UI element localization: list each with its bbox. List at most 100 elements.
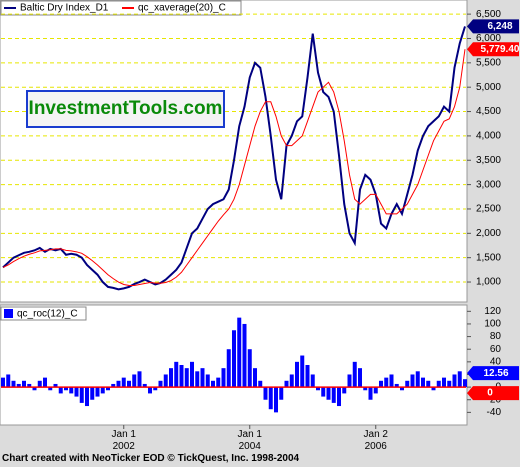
bar (242, 323, 247, 388)
x-tick-label: Jan 1 2002 (111, 429, 136, 452)
bar (426, 380, 431, 388)
bar (95, 387, 100, 397)
bar (184, 368, 189, 388)
bar (111, 383, 116, 388)
y-tick-label: 80 (490, 331, 502, 342)
y-tick-label: 1,000 (476, 277, 501, 288)
y-tick-label: 6,500 (476, 9, 501, 20)
bar (368, 387, 373, 400)
bar (27, 383, 32, 388)
x-tick-label: Jan 1 2004 (237, 429, 262, 452)
y-tick-label: 100 (484, 319, 501, 330)
bar (127, 380, 131, 388)
bar (279, 387, 284, 400)
reference-tag: 0 (487, 388, 493, 399)
bar (163, 374, 168, 388)
bar (74, 387, 79, 397)
bar (37, 380, 42, 388)
bar (337, 387, 341, 407)
bar (316, 387, 320, 391)
bar (284, 380, 289, 388)
y-tick-label: -40 (487, 407, 502, 418)
bar (116, 380, 121, 388)
bar (85, 387, 89, 407)
y-tick-label: 3,500 (476, 155, 501, 166)
value-tag: 12.56 (483, 368, 508, 379)
legend-box (0, 306, 87, 321)
x-tick-label: Jan 2 2006 (363, 429, 388, 452)
bar (263, 387, 268, 400)
y-tick-label: 1,500 (476, 252, 501, 263)
bar (431, 387, 436, 391)
bar (352, 361, 357, 388)
legend-icon (4, 309, 13, 318)
y-tick-label: 120 (484, 306, 501, 317)
main-panel (0, 0, 468, 303)
bar (226, 349, 231, 388)
bar (22, 380, 26, 388)
bar (158, 380, 163, 388)
value-tag-bg (467, 19, 519, 34)
series-line (2, 26, 466, 291)
y-tick-label: 5,000 (476, 82, 501, 93)
bar (142, 383, 147, 388)
watermark: InvestmentTools.com (26, 90, 225, 128)
bar (132, 374, 137, 388)
bar (358, 368, 362, 388)
bar (452, 374, 457, 388)
bar (221, 368, 226, 388)
bar (289, 374, 294, 388)
bar (300, 355, 305, 388)
bar (64, 387, 68, 391)
value-tag: 5,779.40 (481, 44, 520, 55)
bar (79, 387, 84, 403)
bar (205, 374, 210, 388)
bar (373, 387, 378, 394)
bar (32, 387, 37, 391)
value-tag-bg (467, 386, 519, 401)
bar (253, 368, 257, 388)
bar (200, 368, 205, 388)
value-tag-bg (467, 42, 519, 57)
y-tick-label: 4,000 (476, 131, 501, 142)
bar (106, 387, 110, 391)
bar (148, 387, 152, 394)
bar (347, 374, 352, 388)
bar (342, 387, 347, 394)
y-tick-label: 60 (490, 344, 502, 355)
legend-box (0, 0, 242, 16)
value-tag-bg (467, 366, 519, 381)
y-tick-label: 4,500 (476, 106, 501, 117)
bar (326, 387, 331, 400)
bar (69, 387, 74, 394)
bar (274, 387, 278, 413)
bar (237, 317, 242, 388)
bar (268, 387, 273, 410)
bar (53, 383, 58, 388)
bar (457, 371, 462, 388)
bar (190, 361, 194, 388)
bar (174, 361, 179, 388)
y-tick-label: 2,500 (476, 204, 501, 215)
bar (1, 377, 5, 388)
bar (195, 371, 200, 388)
bar (153, 387, 158, 391)
legend-label: Baltic Dry Index_D1 (20, 3, 109, 14)
bar (436, 380, 441, 388)
value-tag: 6,248 (487, 21, 512, 32)
y-tick-label: 3,000 (476, 179, 501, 190)
bar (421, 377, 425, 388)
legend-label: qc_roc(12)_C (17, 309, 78, 320)
y-tick-label: 6,000 (476, 33, 501, 44)
legend-label: qc_xaverage(20)_C (138, 3, 226, 14)
bar (321, 387, 326, 397)
bar (216, 377, 221, 388)
bar (48, 387, 53, 391)
bar (405, 380, 410, 388)
bar (16, 383, 21, 388)
bar (90, 387, 95, 400)
series-line (2, 49, 466, 286)
bar (400, 387, 404, 391)
bar (447, 380, 452, 388)
